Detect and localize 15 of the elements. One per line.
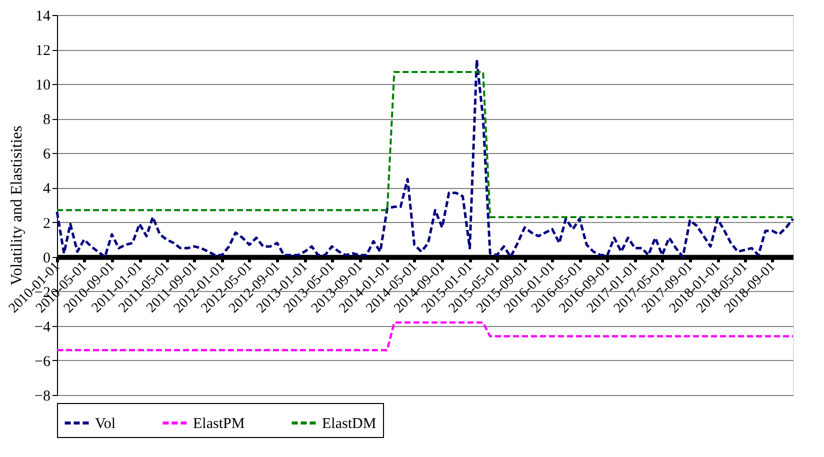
- y-tick-label: 14: [36, 8, 51, 24]
- y-tick-label: 10: [36, 78, 50, 94]
- legend-label: ElastPM: [193, 416, 245, 432]
- legend-label: Vol: [95, 416, 116, 432]
- y-tick-label: 2: [43, 216, 50, 232]
- y-tick-label: 12: [36, 43, 50, 60]
- y-tick-label: −4: [34, 319, 51, 336]
- y-tick-label: 0: [43, 250, 50, 266]
- y-tick-label: 8: [43, 112, 50, 128]
- legend-label: ElastDM: [322, 416, 376, 432]
- y-tick-label: −8: [34, 388, 50, 404]
- y-tick-label: 6: [43, 146, 51, 163]
- line-series: [56, 58, 794, 258]
- y-tick-label: −6: [34, 354, 51, 370]
- y-tick-label: 4: [43, 181, 51, 198]
